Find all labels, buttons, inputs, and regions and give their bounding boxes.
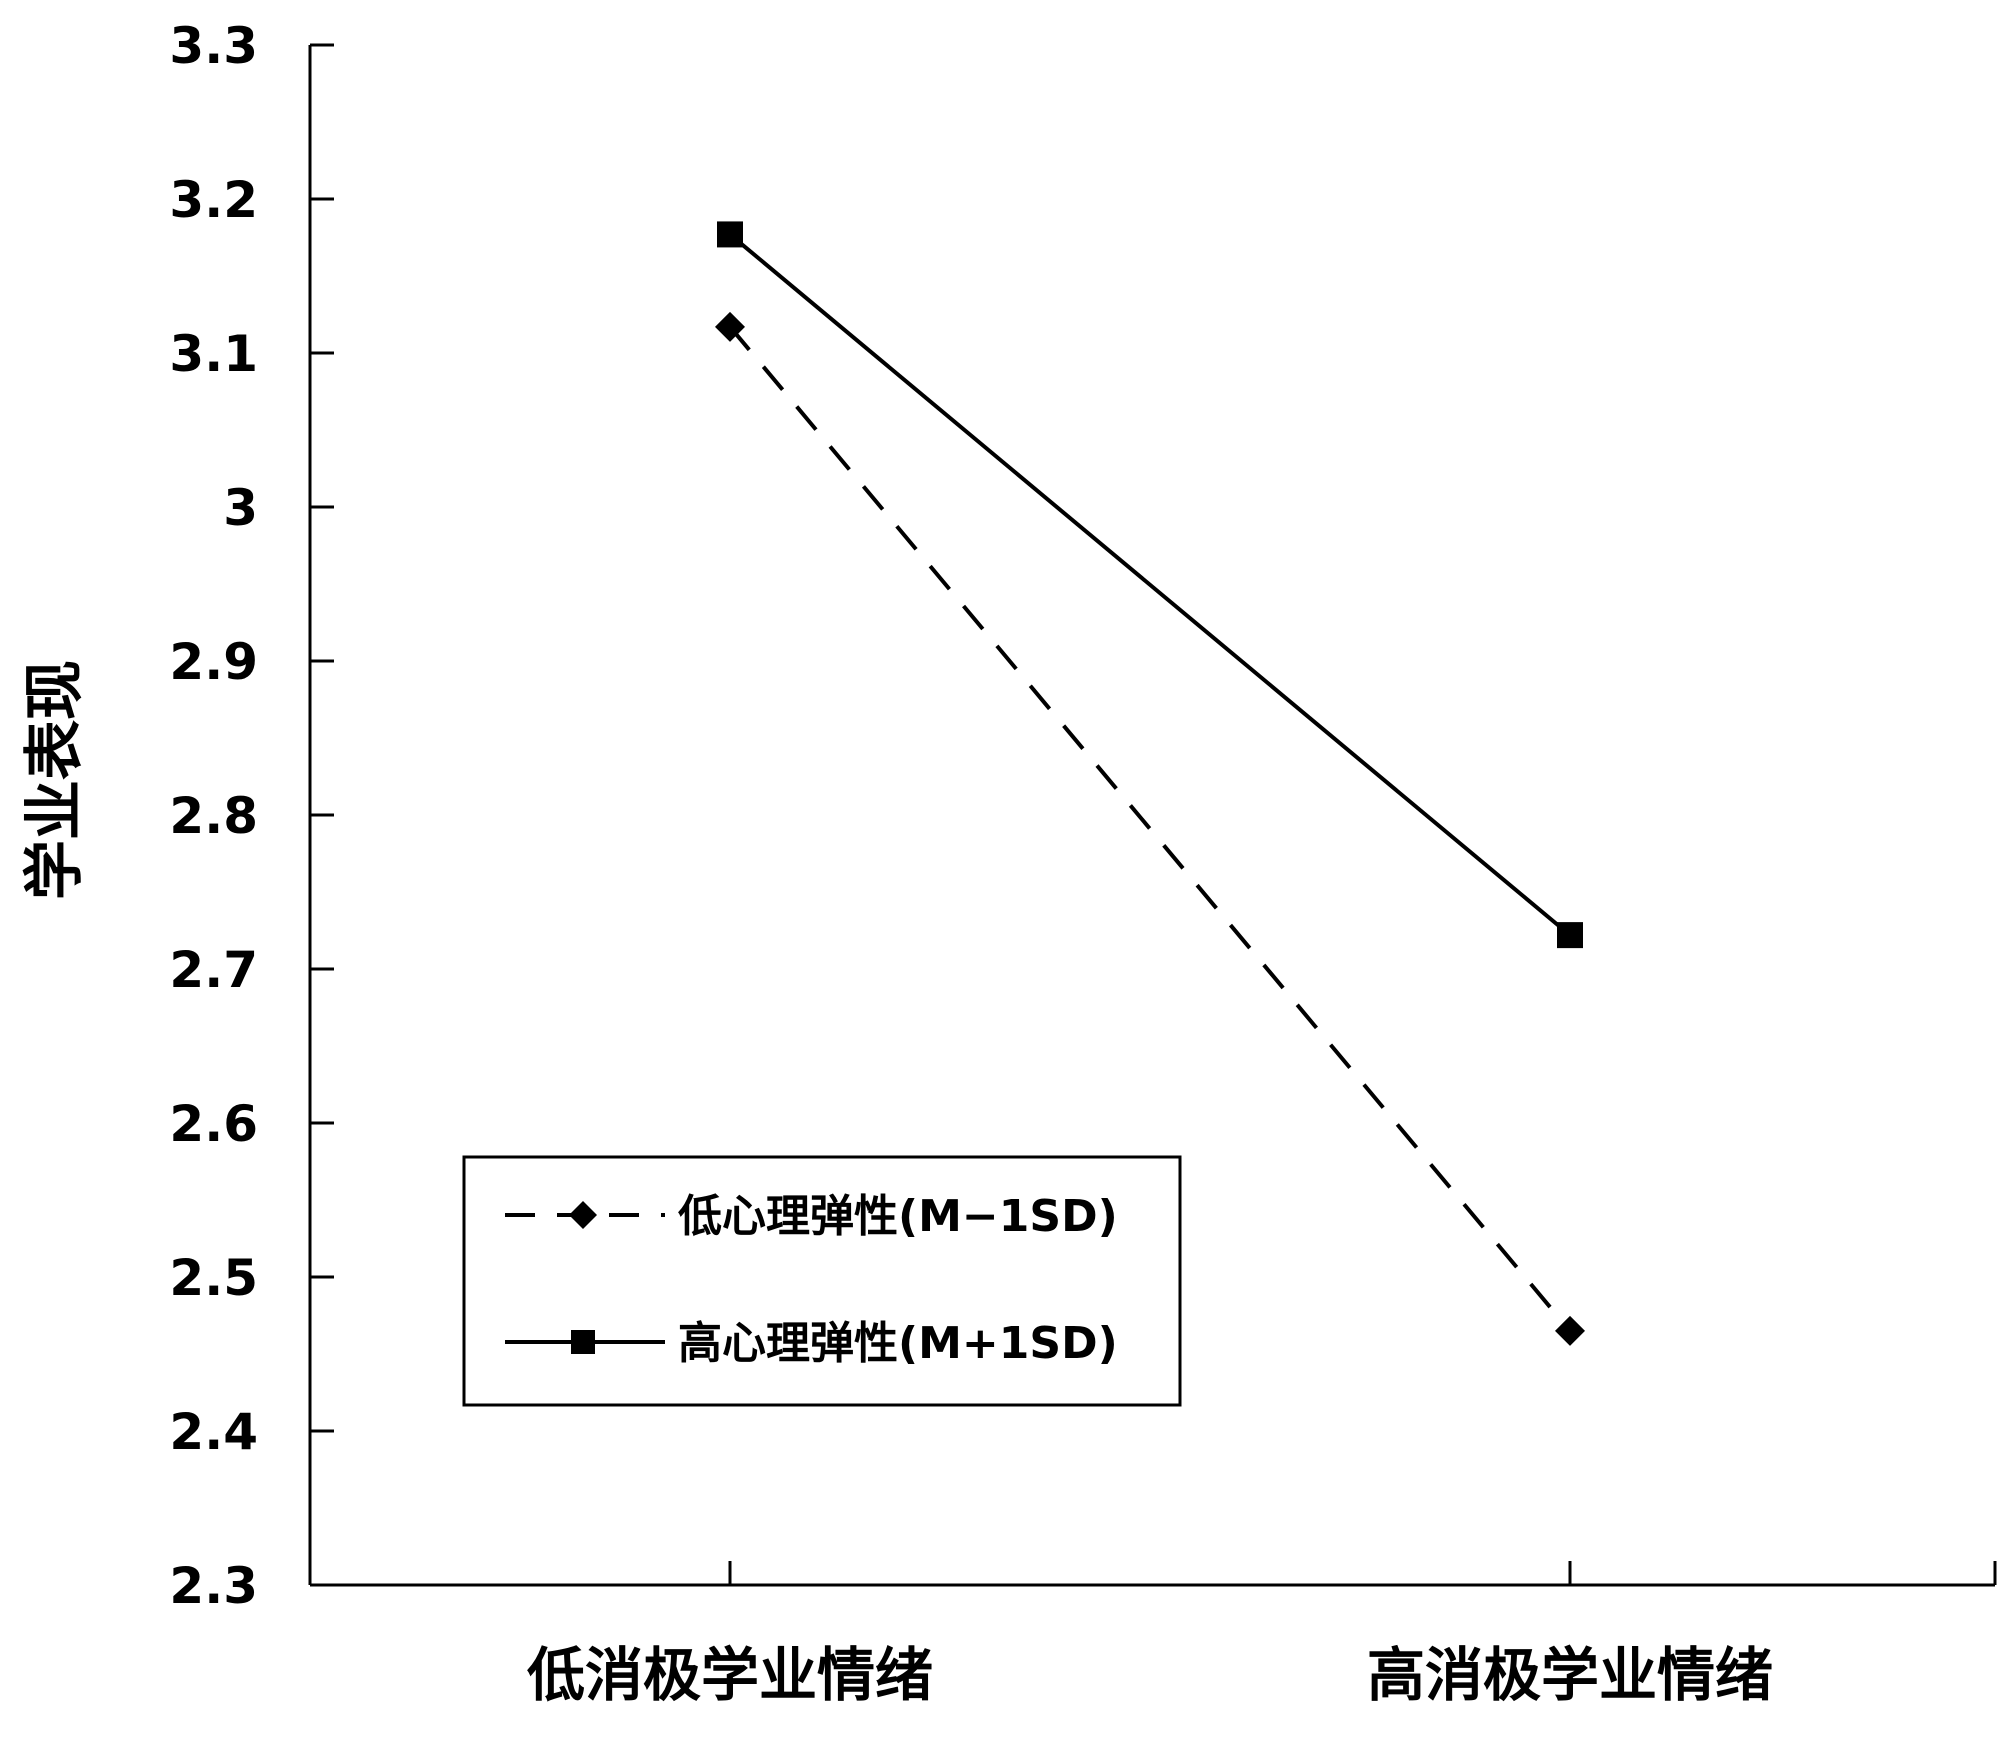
y-axis: 3.3 3.2 3.1 3 2.9 2.8 2.7 2.6 2.5 2.4 2.3 xyxy=(169,17,334,1615)
series-line xyxy=(728,325,1572,1333)
y-tick-label: 3 xyxy=(223,479,258,537)
y-tick-label: 2.8 xyxy=(169,787,258,845)
legend: 低心理弹性(M−1SD) 高心理弹性(M+1SD) xyxy=(462,1155,1182,1407)
x-category-label: 低消极学业情绪 xyxy=(527,1641,933,1709)
legend-label: 低心理弹性(M−1SD) xyxy=(678,1191,1118,1242)
y-tick-label: 2.4 xyxy=(169,1403,258,1461)
y-tick-label: 2.3 xyxy=(169,1557,258,1615)
legend-label: 高心理弹性(M+1SD) xyxy=(678,1318,1118,1369)
y-tick-label: 2.7 xyxy=(169,941,258,999)
y-tick-label: 2.9 xyxy=(169,633,258,691)
series-layer xyxy=(715,221,1585,1346)
y-axis-title: 学业表现 xyxy=(20,660,90,900)
series-high-resilience xyxy=(717,221,1583,949)
square-marker xyxy=(717,221,743,248)
legend-diamond-marker xyxy=(569,1201,597,1229)
y-tick-label: 2.5 xyxy=(169,1249,258,1307)
series-line xyxy=(728,232,1572,937)
square-marker xyxy=(1557,922,1583,949)
y-tick-label: 3.3 xyxy=(169,17,258,75)
y-tick-label: 3.2 xyxy=(169,171,258,229)
legend-square-marker xyxy=(571,1330,595,1354)
y-tick-label: 3.1 xyxy=(169,325,258,383)
y-tick-label: 2.6 xyxy=(169,1095,258,1153)
diamond-marker xyxy=(715,311,745,342)
series-low-resilience xyxy=(715,311,1585,1346)
x-category-label: 高消极学业情绪 xyxy=(1367,1641,1773,1709)
diamond-marker xyxy=(1555,1315,1585,1346)
x-axis: 低消极学业情绪 高消极学业情绪 xyxy=(310,1561,1997,1709)
legend-box xyxy=(462,1155,1182,1407)
